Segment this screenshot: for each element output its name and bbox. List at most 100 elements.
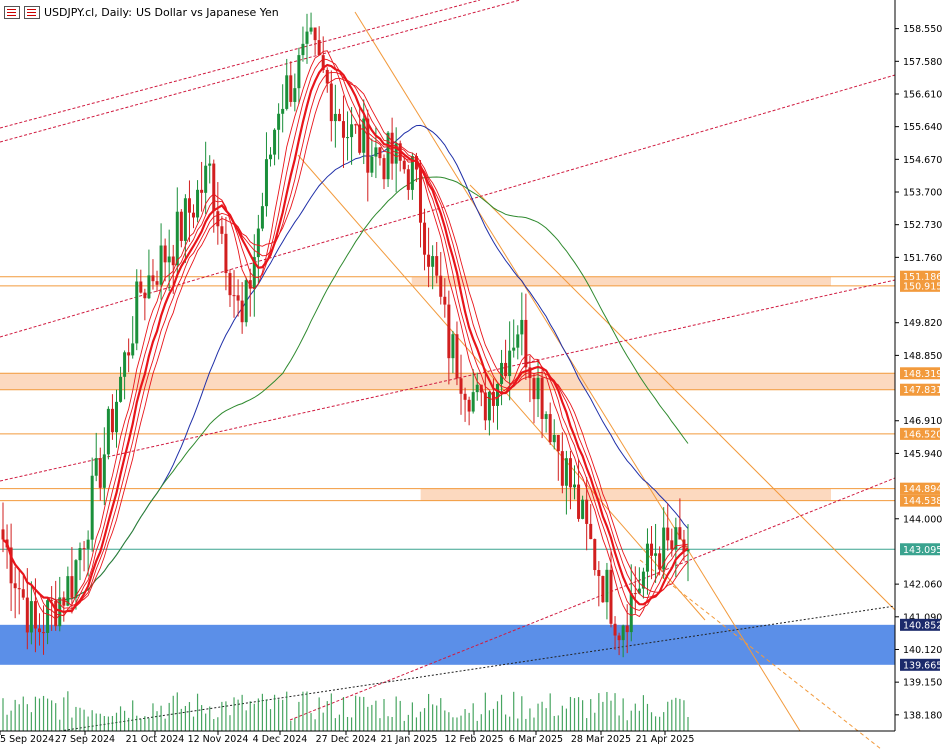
candle-body [508,350,512,377]
candle-body [487,391,491,421]
chart-settings-icon[interactable] [24,5,40,19]
candle-body [187,198,191,213]
trend-line-9 [59,605,896,732]
candle-body [605,569,609,603]
y-tick-label: 153.700 [903,188,942,199]
x-tick-label: 12 Nov 2024 [188,734,249,745]
ribbon-line-12 [2,63,689,614]
x-tick-label: 21 Jan 2025 [381,734,438,745]
candle-body [281,108,285,114]
candle-body [658,553,662,570]
price-tag-label: 143.095 [903,545,942,556]
ribbon-line-10 [2,58,689,617]
y-tick-label: 154.670 [903,155,942,166]
ma-green-line [2,176,689,601]
candle-body [123,352,127,377]
ribbon-line-8 [2,50,689,620]
candle-body [520,319,524,335]
candle-body [301,43,305,56]
y-tick-label: 145.940 [903,449,942,460]
candle-body [662,527,666,570]
candle-body [512,347,516,351]
candle-body [13,583,17,589]
candle-body [260,206,264,229]
y-tick-label: 157.580 [903,57,942,68]
candle-body [378,147,382,159]
candle-body [556,434,560,452]
candle-body [500,362,504,384]
chart-list-icon[interactable] [4,5,20,19]
candle-body [589,523,593,540]
candle-body [285,75,289,109]
candle-body [350,124,354,138]
x-tick-label: 21 Oct 2024 [126,734,185,745]
candle-body [212,163,216,212]
candle-body [98,458,102,488]
candle-body [66,576,70,606]
candle-body [346,137,350,139]
candle-body [540,377,544,419]
price-tag-label: 147.831 [903,385,942,396]
candle-body [479,384,483,393]
candle-body [577,484,581,519]
trend-line-5 [0,0,481,129]
candle-body [200,189,204,193]
y-tick-label: 158.550 [903,24,942,35]
candle-body [220,226,224,234]
symbol-description: US Dollar vs Japanese Yen [135,5,279,19]
candle-body [192,212,196,218]
candle-body [313,27,317,41]
candle-body [114,401,118,433]
y-tick-label: 152.730 [903,220,942,231]
candle-body [552,434,556,443]
candle-body [471,392,475,412]
zone-2 [420,488,831,501]
candle-body [650,543,654,556]
x-tick-label: 6 Mar 2025 [509,734,563,745]
time-axis-labels: 5 Sep 2024 27 Sep 2024 21 Oct 2024 12 Nov 2… [0,731,694,745]
price-tag-box [900,482,940,495]
candle-body [119,376,123,402]
candle-body [155,281,159,285]
candle-body [358,124,362,153]
candle-body [224,233,228,274]
candle-body [573,484,577,488]
candle-body [277,113,281,130]
candle-body [666,527,670,541]
candle-body [94,458,98,476]
candle-body [593,539,597,571]
candle-body [325,69,329,84]
candle-body [427,254,431,267]
candle-body [410,155,414,190]
candle-body [25,597,29,633]
candle-body [171,256,175,266]
x-tick-label: 27 Dec 2024 [316,734,377,745]
candle-body [9,547,13,584]
candle-body [58,597,62,627]
candle-body [127,352,131,356]
candle-body [252,257,256,289]
candle-body [78,548,82,561]
candle-body [86,539,90,549]
candle-body [240,300,244,323]
candle-body [654,553,658,556]
candle-body [110,408,114,433]
candle-body [37,628,41,633]
candle-body [90,475,94,540]
price-tag-box [900,658,940,671]
candle-body [532,378,536,400]
candle-body [475,384,479,393]
x-tick-label: 28 Mar 2025 [571,734,631,745]
candle-body [455,334,459,379]
price-tag-box [900,270,940,283]
candle-body [374,147,378,157]
candle-body [70,576,74,598]
x-tick-label: 4 Dec 2024 [253,734,308,745]
ribbon-line-14 [2,72,689,609]
candle-body [585,499,589,524]
candle-body [495,383,499,406]
candle-body [175,211,179,266]
candle-body [435,256,439,276]
candle-body [439,275,443,297]
